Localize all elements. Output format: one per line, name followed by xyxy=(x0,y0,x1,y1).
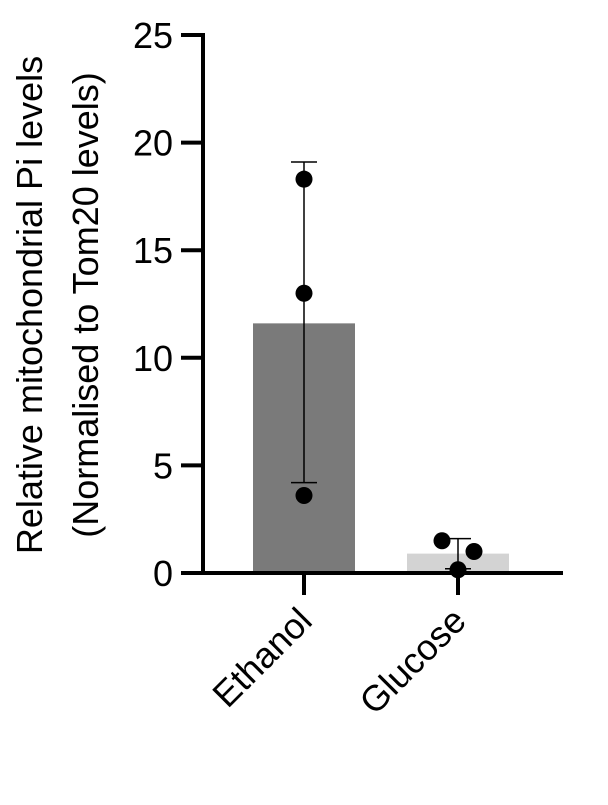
y-axis-title: Relative mitochondrial Pi levels (Normal… xyxy=(9,56,106,554)
y-tick-label-20: 20 xyxy=(133,123,173,164)
data-point-glucose-2 xyxy=(465,542,483,560)
y-tick-label-5: 5 xyxy=(153,445,173,486)
axes-layer xyxy=(201,33,563,595)
x-category-label-ethanol: Ethanol xyxy=(204,600,319,715)
x-categories-layer: Ethanol Glucose xyxy=(204,600,473,722)
data-point-glucose-1 xyxy=(433,532,451,550)
bars-layer xyxy=(253,323,509,573)
y-tick-label-10: 10 xyxy=(133,338,173,379)
y-axis-title-line2: (Normalised to Tom20 levels) xyxy=(65,72,106,538)
y-axis-title-line1: Relative mitochondrial Pi levels xyxy=(9,56,50,554)
y-tick-label-0: 0 xyxy=(153,553,173,594)
y-tick-label-25: 25 xyxy=(133,15,173,56)
data-point-ethanol-2 xyxy=(295,284,313,302)
y-tick-label-15: 15 xyxy=(133,230,173,271)
y-ticks-layer: 0 5 10 15 20 25 xyxy=(133,15,203,594)
data-point-ethanol-1 xyxy=(295,170,313,188)
x-category-label-glucose: Glucose xyxy=(351,600,473,722)
data-point-ethanol-3 xyxy=(295,487,313,505)
